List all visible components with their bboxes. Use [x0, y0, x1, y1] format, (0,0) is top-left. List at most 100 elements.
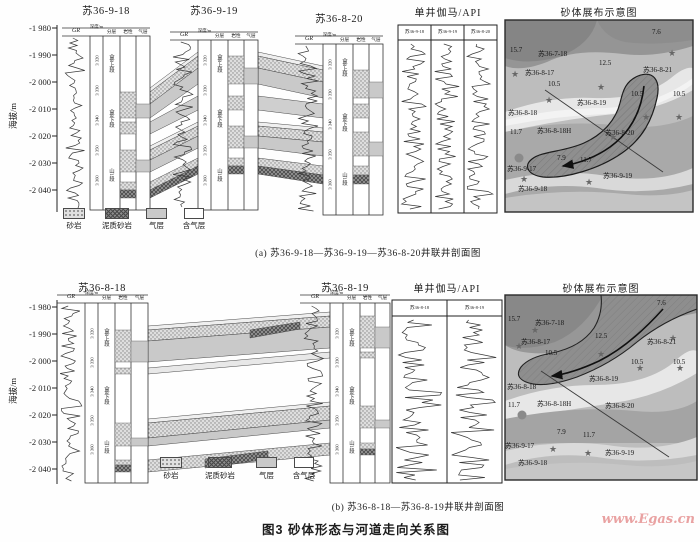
map-well-label: 苏36-8-18H	[537, 400, 572, 408]
layer-name: 盒8上段	[107, 54, 114, 73]
layer-name: 盒8上段	[102, 328, 109, 347]
depth-value: 3 360	[94, 175, 99, 186]
track-header-gr: GR	[67, 294, 75, 300]
depth-value: 3 350	[94, 145, 99, 156]
track-header-gas: 气层	[134, 295, 145, 300]
legend-label: 含气层	[292, 471, 316, 480]
well-column-a1	[62, 27, 151, 211]
svg-text:★: ★	[597, 349, 605, 359]
layer-name: 盒8下段	[107, 109, 114, 128]
depth-value: 3 330	[334, 357, 339, 368]
map-well-label: 苏36-8-18H	[537, 127, 572, 135]
map-value-label: 10.5	[548, 80, 561, 88]
figure-caption: 图3 砂体形态与河道走向关系图	[262, 523, 450, 537]
track-header-layer: 分层	[101, 295, 112, 300]
svg-text:★: ★	[520, 174, 528, 184]
depth-value: 3 340	[89, 386, 94, 397]
legend-label: 泥质砂岩	[205, 471, 235, 480]
depth-value: 3 330	[94, 85, 99, 96]
track-header-layer: 分层	[339, 37, 350, 42]
depth-value: 3 320	[334, 328, 339, 339]
depth-value: 3 340	[334, 386, 339, 397]
layer-name: 盒8下段	[340, 113, 347, 132]
legend-swatch-sand	[63, 208, 85, 219]
legend-swatch-gasbearing	[294, 457, 314, 468]
map-value-label: 12.5	[595, 332, 608, 340]
depth-value: 3 320	[94, 55, 99, 66]
track-header-lithology: 岩性	[231, 33, 241, 38]
well-dot-a	[514, 153, 524, 163]
track-header-layer: 分层	[346, 295, 357, 300]
elevation-tick: -2 040	[29, 185, 51, 195]
svg-text:★: ★	[531, 325, 539, 335]
map-well-label: 苏36-9-18	[518, 185, 548, 193]
legend-swatch-gas	[256, 457, 277, 468]
svg-text:★: ★	[676, 363, 684, 373]
well-title: 苏36-8-19	[321, 283, 369, 294]
depth-value: 3 330	[327, 89, 332, 100]
map-well-label: 苏36-8-18	[507, 383, 537, 391]
well-column-b2	[300, 294, 391, 484]
gamma-column-well-name: 苏36-9-19	[437, 29, 458, 34]
legend-swatch-mud	[208, 457, 232, 468]
track-header-gas: 气层	[371, 37, 381, 42]
map-well-label: 苏36-8-19	[577, 99, 607, 107]
track-header-depth: 深度/m	[89, 24, 104, 29]
section-line-a	[544, 89, 664, 173]
map-value-label: 10.5	[673, 90, 686, 98]
elevation-tick: -2 000	[29, 356, 51, 366]
track-header-depth: 深度/m	[322, 32, 337, 37]
well-column-a2	[170, 31, 259, 211]
depth-value: 3 350	[334, 415, 339, 426]
layer-name: 山1段	[347, 440, 354, 454]
map-value-label: 7.9	[557, 154, 566, 162]
elevation-tick: -2 010	[29, 104, 51, 114]
track-header-depth: 深度/m	[197, 28, 212, 33]
track-header-lithology: 岩性	[362, 295, 373, 300]
elevation-tick: -2 020	[29, 131, 51, 141]
caption-section-a: (a) 苏36-9-18—苏36-9-19—苏36-8-20井联井剖面图	[255, 249, 481, 259]
layer-name: 山1段	[215, 168, 222, 182]
map-value-label: 15.7	[510, 46, 523, 54]
depth-value: 3 350	[202, 145, 207, 156]
depth-value: 3 350	[327, 149, 332, 160]
track-header-gr: GR	[72, 28, 80, 34]
gamma-panel-a	[397, 24, 498, 214]
svg-text:★: ★	[549, 444, 557, 454]
map-well-label: 苏36-8-17	[525, 69, 555, 77]
well-dot-b	[517, 410, 527, 420]
layer-name: 山1段	[340, 172, 347, 186]
layer-name: 盒8下段	[347, 386, 354, 405]
well-title: 苏36-9-18	[82, 6, 130, 17]
channel-arrow-b	[550, 308, 664, 380]
cross-section-a	[52, 24, 498, 216]
gamma-column-well-name: 苏36-8-20	[470, 29, 491, 34]
map-well-label: 苏36-9-18	[518, 459, 548, 467]
elevation-tick: -2 030	[29, 437, 51, 447]
gamma-panel-title-a: 单井伽马/API	[414, 8, 482, 19]
depth-value: 3 360	[202, 175, 207, 186]
depth-value: 3 320	[202, 55, 207, 66]
track-header-layer: 分层	[106, 29, 117, 34]
depth-value: 3 360	[327, 179, 332, 190]
map-well-label: 苏36-8-20	[605, 402, 635, 410]
map-value-label: 11.7	[580, 156, 592, 164]
map-well-label: 苏36-8-21	[647, 338, 677, 346]
cross-section-b	[52, 294, 503, 484]
track-header-depth: 深度/m	[329, 290, 344, 295]
depth-value: 3 340	[327, 119, 332, 130]
depth-value: 3 330	[89, 357, 94, 368]
sand-map-title-a: 砂体展布示意图	[560, 8, 638, 19]
elevation-tick: -2 030	[29, 158, 51, 168]
sand-map-title-b: 砂体展布示意图	[562, 284, 640, 295]
track-header-layer: 分层	[214, 33, 225, 38]
well-stars-a: ★ ★ ★ ★ ★ ★ ★ ★ ★	[511, 48, 683, 187]
well-title: 苏36-9-19	[190, 6, 238, 17]
depth-value: 3 360	[334, 444, 339, 455]
elevation-tick: -2 040	[29, 464, 51, 474]
layer-name: 山1段	[107, 168, 114, 182]
track-header-gr: GR	[311, 294, 319, 300]
legend-label: 砂岩	[66, 221, 82, 230]
track-header-gr: GR	[305, 36, 313, 42]
